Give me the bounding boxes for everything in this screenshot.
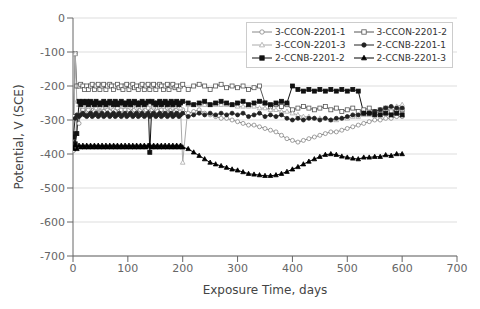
html-text:3-CCON-2201-3: 3-CCON-2201-3 [275, 40, 346, 50]
svg-text:300: 300 [227, 262, 248, 275]
html-text:2-CCNB-2201-1: 2-CCNB-2201-1 [376, 40, 447, 50]
svg-text:700: 700 [447, 262, 468, 275]
svg-text:-500: -500 [40, 182, 65, 195]
svg-text:0: 0 [58, 12, 65, 25]
svg-text:-600: -600 [40, 216, 65, 229]
svg-text:200: 200 [172, 262, 193, 275]
html-text:3-CCON-2201-1: 3-CCON-2201-1 [275, 27, 346, 37]
svg-text:-200: -200 [40, 80, 65, 93]
html-text:3-CCON-2201-2: 3-CCON-2201-2 [376, 27, 447, 37]
svg-text:600: 600 [392, 262, 413, 275]
svg-text:-100: -100 [40, 46, 65, 59]
svg-text:100: 100 [117, 262, 138, 275]
svg-text:400: 400 [282, 262, 303, 275]
svg-text:500: 500 [337, 262, 358, 275]
svg-text:Potential, V (SCE): Potential, V (SCE) [12, 84, 26, 189]
svg-text:Exposure Time, days: Exposure Time, days [203, 283, 328, 297]
svg-text:-300: -300 [40, 114, 65, 127]
html-text:2-CCNB-2201-3: 2-CCNB-2201-3 [376, 53, 447, 63]
svg-text:0: 0 [70, 262, 77, 275]
svg-text:-700: -700 [40, 250, 65, 263]
svg-text:-400: -400 [40, 148, 65, 161]
html-text:2-CCNB-2201-2: 2-CCNB-2201-2 [275, 53, 345, 63]
